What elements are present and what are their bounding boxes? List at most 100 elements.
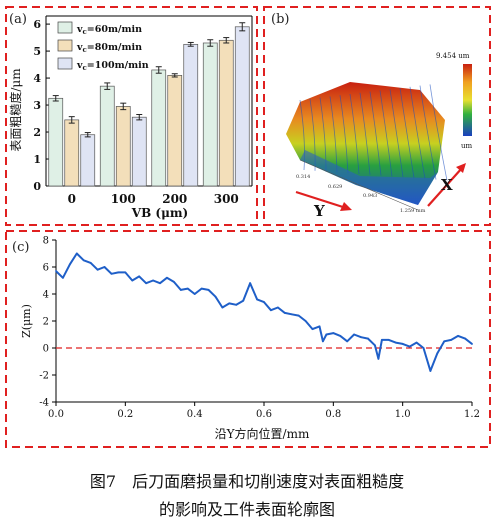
profile-point (325, 333, 328, 336)
profile-points (55, 252, 473, 372)
profile-point (276, 306, 279, 309)
line-x-tick-label-0: 0.0 (48, 409, 64, 420)
figure-caption-line-2: 的影响及工件表面轮廓图 (159, 500, 335, 519)
profile-point (318, 325, 321, 328)
profile-point (221, 306, 224, 309)
bar-legend: vc=60m/min vc=80m/min vc=100m/min (57, 21, 149, 72)
bar-200-series-1 (167, 75, 183, 187)
bar-y-tick-label-6: 6 (33, 18, 41, 31)
line-y-tick-label-5: 6 (43, 263, 49, 274)
profile-point (249, 282, 252, 285)
profile-point (68, 263, 71, 266)
profile-point (367, 337, 369, 340)
x-direction-arrow (427, 167, 463, 207)
y-axis-letter: Y (313, 202, 325, 220)
profile-point (103, 266, 106, 268)
bar-300-series-0 (202, 42, 218, 187)
profile-series-line (55, 252, 473, 372)
surface-tick-3: 0.943 (363, 193, 377, 199)
line-x-ticks: 0.0 0.2 0.4 0.6 0.8 1.0 1.2 (48, 402, 480, 420)
profile-point (380, 339, 383, 341)
profile-point (75, 252, 78, 255)
x-axis-letter: X (441, 176, 453, 194)
line-x-tick-label-1: 0.2 (117, 409, 133, 420)
bar-100-series-2 (131, 116, 147, 187)
profile-point (172, 280, 175, 283)
profile-point (89, 262, 92, 264)
profile-point (270, 309, 272, 312)
profile-point (290, 313, 293, 316)
profile-line-chart: -4 -2 0 2 4 6 8 0.0 0.2 0.4 0.6 0.8 1.0 1.2 Z(μm) 沿Y… (20, 236, 480, 442)
bar-y-tick-label-1: 1 (33, 153, 41, 166)
line-x-tick-label-5: 1.0 (395, 409, 411, 420)
profile-point (228, 302, 231, 305)
bar-x-tick-label-1: 100 (111, 192, 136, 206)
profile-point (332, 332, 335, 335)
bar-y-tick-label-2: 2 (33, 126, 41, 139)
profile-point (82, 259, 85, 262)
panel-c-frame (5, 230, 491, 448)
profile-point (256, 298, 258, 301)
line-y-tick-label-0: -4 (39, 398, 49, 409)
profile-point (408, 345, 411, 348)
surface-ridge (359, 92, 371, 175)
profile-point (443, 340, 446, 343)
bar-100-series-0 (99, 85, 115, 187)
y-direction-arrow (295, 190, 347, 210)
profile-point (346, 340, 349, 343)
panel-a-label: (a) (9, 12, 27, 27)
profile-point (311, 328, 314, 330)
profile-point (415, 341, 418, 344)
profile-point (55, 270, 57, 272)
bar-x-title: VB (μm) (131, 206, 188, 220)
profile-point (152, 279, 154, 282)
color-scale-bar (463, 64, 472, 136)
surface-tick-4: 1.259 mm (400, 208, 426, 214)
surface-tick-1: 0.314 (296, 174, 310, 180)
profile-point (159, 282, 161, 285)
line-y-tick-label-6: 8 (43, 236, 49, 247)
profile-point (464, 337, 466, 340)
surface-ridge (429, 84, 448, 181)
bar-chart: 0 1 2 3 4 5 6 0 100 200 300 vc=60m/min vc=80m/min… (8, 15, 253, 220)
bar-y-title: 表面粗糙度/μm (8, 68, 23, 152)
bar-y-tick-label-3: 3 (33, 99, 41, 112)
profile-point (186, 287, 189, 290)
profile-point (322, 340, 324, 343)
panel-c-label: (c) (12, 240, 29, 255)
profile-point (360, 336, 362, 339)
surface-ridge (399, 87, 415, 179)
legend-swatch-80 (57, 39, 73, 52)
line-y-ticks: -4 -2 0 2 4 6 8 (39, 236, 56, 409)
bar-200-series-2 (183, 43, 199, 187)
profile-point (62, 276, 64, 279)
line-x-tick-label-3: 0.6 (256, 409, 272, 420)
profile-point (200, 287, 203, 290)
y-arrowhead (340, 202, 352, 211)
legend-swatch-60 (57, 21, 73, 34)
profile-point (297, 314, 300, 317)
legend-label-60: vc=60m/min (76, 24, 142, 36)
panel-b-label: (b) (271, 12, 289, 27)
line-y-tick-label-1: -2 (39, 371, 49, 382)
profile-point (450, 339, 453, 341)
profile-point (193, 293, 196, 295)
profile-point (166, 276, 168, 279)
profile-point (96, 268, 99, 271)
bar-y-ticks: 0 1 2 3 4 5 6 (33, 18, 50, 193)
profile-point (394, 341, 397, 344)
profile-point (145, 282, 148, 285)
profile-point (471, 343, 473, 345)
legend-label-100: vc=100m/min (76, 60, 149, 72)
profile-point (339, 334, 342, 337)
profile-point (304, 320, 307, 322)
surface-ridge (419, 85, 437, 180)
profile-point (457, 334, 460, 337)
surface-ridge (369, 91, 382, 176)
profile-point (429, 370, 432, 372)
profile-point (131, 279, 134, 282)
profile-point (235, 303, 238, 306)
bar-x-tick-label-0: 0 (68, 192, 76, 206)
color-scale-unit: um (461, 142, 473, 150)
